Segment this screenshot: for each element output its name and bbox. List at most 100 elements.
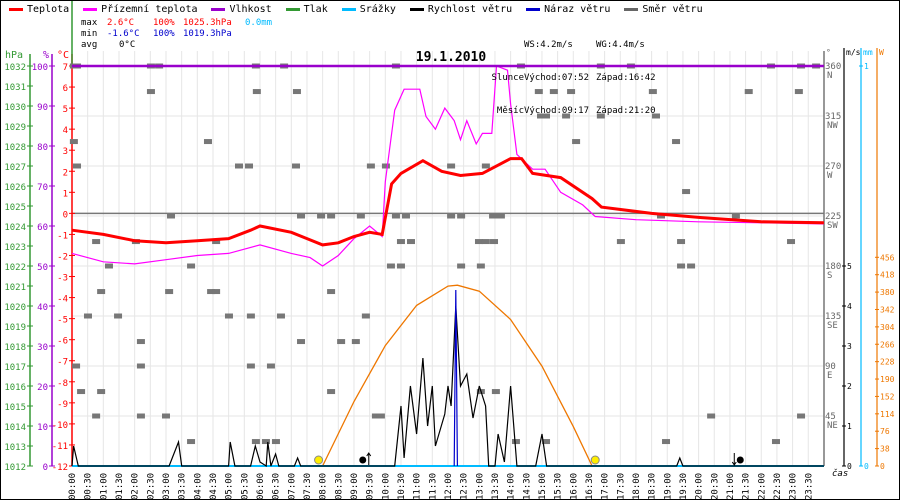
max-temp: 2.6°C: [107, 18, 135, 28]
wind-direction-mark: [491, 389, 500, 395]
wind-direction-mark: [481, 239, 490, 245]
legend-label: Srážky: [359, 4, 396, 15]
min-temp: -1.6°C: [107, 29, 140, 39]
legend-item-pressure: Tlak: [285, 4, 328, 15]
temperature-tick-label: 3: [63, 147, 68, 157]
direction-tick-label: 180: [825, 262, 841, 272]
wind-direction-mark: [596, 113, 605, 119]
x-tick-label: 23:30: [804, 473, 814, 499]
humidity-tick-label: 20: [37, 383, 48, 393]
direction-tick-label: 315: [825, 112, 841, 122]
radiation-tick-label: 190: [880, 375, 895, 384]
x-tick-label: 10:00: [381, 473, 391, 499]
radiation-tick-label: 380: [880, 288, 895, 297]
radiation-tick-label: 304: [880, 323, 895, 332]
radiation-tick-label: 38: [880, 445, 890, 454]
wind-speed-tick-label: 2: [847, 382, 852, 391]
pressure-tick-label: 1020: [4, 303, 26, 313]
wind-direction-mark: [271, 439, 280, 445]
x-tick-label: 19:30: [679, 473, 689, 499]
max-rain: 0.0mm: [245, 18, 273, 28]
legend-swatch: [409, 8, 424, 11]
wind-direction-mark: [245, 163, 254, 169]
max-pressure: 1025.3hPa: [183, 18, 232, 28]
x-tick-label: 22:30: [773, 473, 783, 499]
wind-direction-mark: [648, 89, 657, 95]
moonrise-time: Východ:09:17: [524, 106, 590, 116]
wind-direction-mark: [682, 189, 691, 195]
avg-label: avg: [81, 40, 98, 50]
legend-item-humidity: Vlhkost: [211, 4, 272, 15]
wind-direction-mark: [136, 339, 145, 345]
wind-direction-mark: [381, 163, 390, 169]
wind-direction-mark: [297, 339, 306, 345]
pressure-tick-label: 1031: [4, 83, 26, 93]
humidity-tick-label: 10: [37, 423, 48, 433]
direction-tick-label: 45: [825, 412, 836, 422]
x-tick-label: 15:00: [538, 473, 548, 499]
direction-tick-label: 90: [825, 362, 836, 372]
legend-swatch: [526, 8, 541, 11]
legend-label: Náraz větru: [544, 4, 611, 15]
wind-direction-mark: [476, 263, 485, 269]
direction-tick-label: 135: [825, 312, 841, 322]
wind-direction-mark: [457, 263, 466, 269]
radiation-axis-label: W: [879, 48, 884, 57]
temperature-tick-label: 2: [63, 168, 68, 178]
legend-swatch: [211, 8, 226, 11]
x-tick-label: 06:00: [256, 473, 266, 499]
wind-speed-tick-label: 0: [847, 462, 852, 471]
wind-direction-mark: [707, 413, 716, 419]
wind-direction-mark: [396, 239, 405, 245]
wind-direction-mark: [457, 213, 466, 219]
radiation-tick-label: 76: [880, 427, 890, 436]
temperature-tick-label: -3: [57, 274, 68, 284]
temperature-tick-label: -6: [57, 337, 68, 347]
info-block: WS:4.2m/s WG:4.4m/s SlunceVýchod:07:52 Záp…: [488, 18, 655, 139]
precipitation-tick-label: 0: [864, 462, 869, 471]
temperature-tick-label: -1: [57, 231, 68, 241]
max-humidity: 100%: [153, 18, 175, 28]
humidity-tick-label: 30: [37, 343, 48, 353]
legend-swatch: [83, 8, 98, 11]
pressure-tick-label: 1013: [4, 443, 26, 453]
radiation-tick-label: 228: [880, 358, 895, 367]
humidity-tick-label: 80: [37, 143, 48, 153]
wind-direction-mark: [744, 89, 753, 95]
min-label: min: [81, 29, 98, 39]
moonset-arrow-icon: [731, 453, 737, 466]
wind-direction-mark: [567, 89, 576, 95]
humidity-tick-label: 0: [43, 463, 48, 473]
wind-direction-mark: [73, 163, 82, 169]
moonrise-icon: [359, 456, 367, 464]
radiation-tick-label: 418: [880, 271, 895, 280]
wind-direction-mark: [731, 213, 740, 219]
x-tick-label: 00:30: [84, 473, 94, 499]
wind-direction-mark: [337, 339, 346, 345]
wind-direction-mark: [797, 413, 806, 419]
pressure-tick-label: 1025: [4, 203, 26, 213]
sunrise-time: Východ:07:52: [524, 73, 590, 83]
wind-direction-mark: [401, 213, 410, 219]
pressure-tick-label: 1012: [4, 463, 26, 473]
direction-compass-label: W: [827, 171, 833, 181]
x-tick-label: 19:00: [663, 473, 673, 499]
x-tick-label: 21:00: [726, 473, 736, 499]
wind-direction-mark: [474, 239, 483, 245]
x-tick-label: 06:30: [272, 473, 282, 499]
temperature-tick-label: -5: [57, 316, 68, 326]
x-tick-label: 22:00: [757, 473, 767, 499]
wind-direction-mark: [562, 113, 571, 119]
pressure-tick-label: 1028: [4, 143, 26, 153]
x-tick-label: 18:30: [648, 473, 658, 499]
moonrise-arrow-icon: [366, 452, 372, 465]
x-tick-label: 01:00: [99, 473, 109, 499]
wind-direction-mark: [396, 263, 405, 269]
legend-item-wind-gust: Náraz větru: [526, 4, 610, 15]
x-axis-label: čas: [832, 468, 848, 479]
x-tick-label: 01:30: [115, 473, 125, 499]
x-tick-label: 14:30: [522, 473, 532, 499]
wind-gust-line: [453, 289, 458, 467]
wind-direction-mark: [92, 239, 101, 245]
